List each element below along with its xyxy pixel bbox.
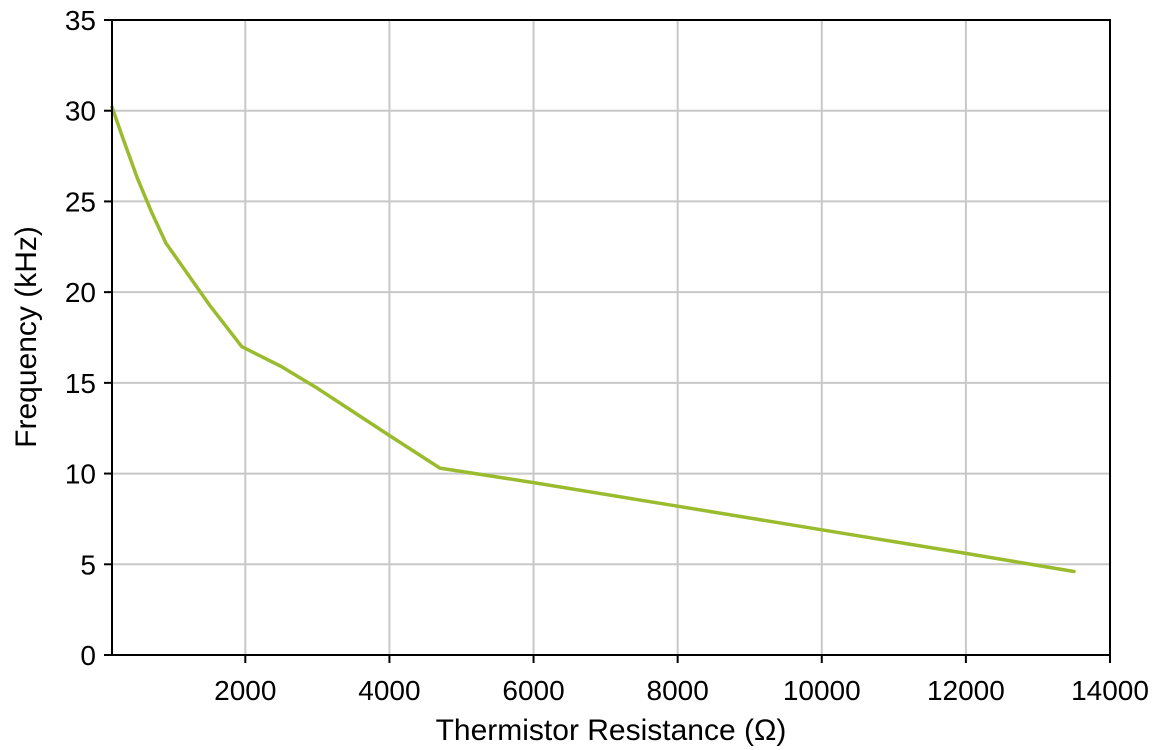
y-tick-label: 0 (80, 640, 96, 671)
x-tick-label: 2000 (214, 675, 276, 706)
grid (112, 19, 1111, 656)
y-tick-label: 5 (80, 549, 96, 580)
x-tick-label: 14000 (1071, 675, 1149, 706)
series-layer (110, 105, 1076, 574)
x-tick-label: 6000 (502, 675, 564, 706)
y-tick-label: 25 (65, 186, 96, 217)
y-tick-label: 20 (65, 277, 96, 308)
y-axis-title: Frequency (kHz) (10, 226, 43, 448)
x-tick-label: 8000 (647, 675, 709, 706)
x-tick-label: 10000 (783, 675, 861, 706)
y-axis: 0 5 10 15 20 25 30 35 (65, 5, 112, 671)
series-line (110, 105, 1076, 574)
x-tick-label: 12000 (927, 675, 1005, 706)
x-axis: 2000 4000 6000 8000 10000 12000 14000 (214, 655, 1149, 706)
x-axis-title: Thermistor Resistance (Ω) (436, 714, 787, 747)
y-tick-label: 35 (65, 5, 96, 36)
x-tick-label: 4000 (358, 675, 420, 706)
y-tick-label: 30 (65, 96, 96, 127)
plot-frame (111, 19, 1111, 656)
y-tick-label: 15 (65, 368, 96, 399)
y-tick-label: 10 (65, 459, 96, 490)
